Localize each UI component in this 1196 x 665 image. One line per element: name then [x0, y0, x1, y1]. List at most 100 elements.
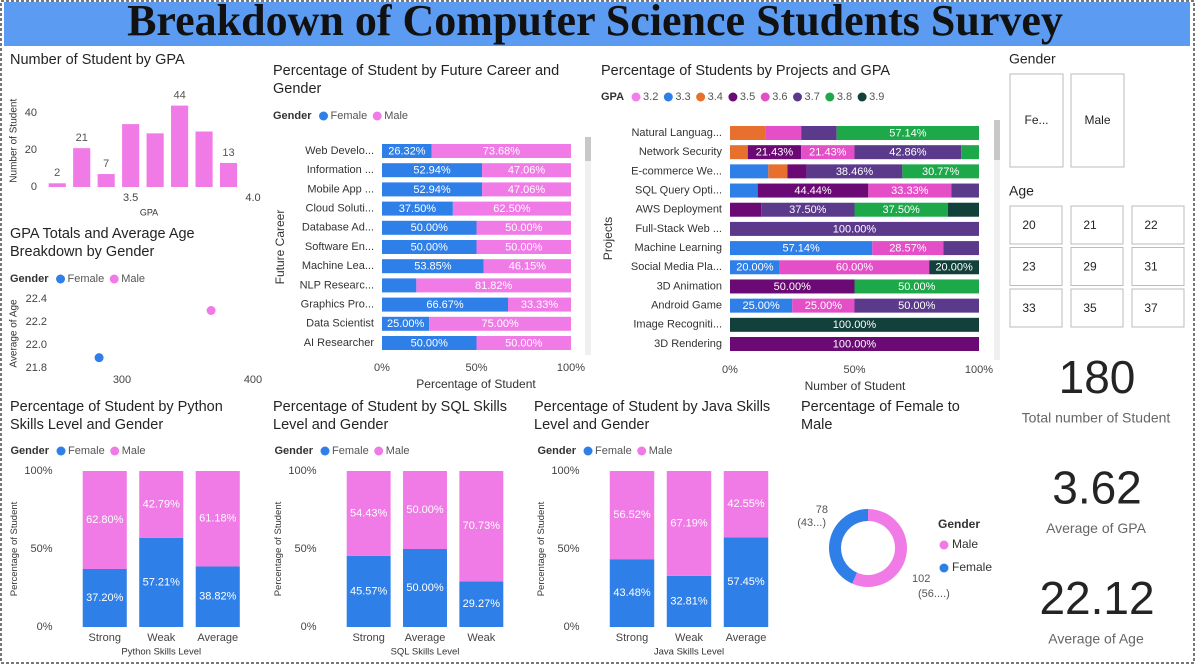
- data-label: 42.86%: [889, 147, 927, 159]
- bar-segment: [483, 259, 571, 274]
- slicer-button[interactable]: [1131, 205, 1185, 245]
- y-tick-label: 0%: [564, 621, 580, 633]
- y-tick-label: Natural Languag...: [631, 127, 722, 139]
- legend-label[interactable]: Female: [331, 110, 368, 122]
- bar-segment: [459, 581, 504, 627]
- chart-title: Percentage of Student by SQL Skills Leve…: [273, 399, 508, 433]
- bar-segment: [730, 202, 762, 217]
- bar-segment: [747, 145, 802, 160]
- data-label: 33.33%: [891, 185, 929, 197]
- bar-segment: [801, 145, 855, 160]
- data-label: 50.00%: [411, 337, 449, 349]
- slicer-button[interactable]: [1070, 288, 1124, 328]
- bar: [146, 133, 164, 187]
- x-tick-label: 50%: [843, 364, 865, 376]
- chart-title: GPA Totals and Average Age Breakdown by …: [10, 226, 195, 260]
- y-tick-label: 22.2: [26, 316, 47, 328]
- slicer-item[interactable]: 37: [1144, 301, 1158, 315]
- slicer-button[interactable]: [1131, 247, 1185, 286]
- data-label: 57.14%: [782, 242, 820, 254]
- slicer-item[interactable]: 29: [1083, 260, 1097, 274]
- data-label: 100.00%: [833, 223, 877, 235]
- data-label: 25.00%: [805, 300, 843, 312]
- scrollbar-thumb[interactable]: [994, 120, 1000, 160]
- bar-segment: [609, 471, 655, 560]
- slicer-button[interactable]: [1070, 247, 1124, 286]
- x-tick-label: 0%: [374, 362, 390, 374]
- slicer-item[interactable]: 21: [1083, 218, 1097, 232]
- x-tick-label: 3.5: [123, 192, 138, 204]
- y-tick-label: Android Game: [651, 300, 722, 312]
- legend-label[interactable]: 3.5: [740, 91, 755, 103]
- bar-segment: [757, 183, 869, 198]
- chart-title: Percentage of Students by Projects and G…: [601, 63, 891, 79]
- legend-title: Gender: [938, 517, 980, 531]
- x-tick-label: Average: [405, 632, 446, 644]
- chart-title: Percentage of Student by Python Skills L…: [10, 399, 223, 433]
- data-label: 75.00%: [481, 318, 519, 330]
- legend-title: Gender: [538, 445, 577, 457]
- legend-label[interactable]: Male: [384, 110, 408, 122]
- card-label: Average of Age: [1048, 631, 1144, 647]
- y-axis-title: Projects: [601, 217, 615, 260]
- slicer-item[interactable]: 35: [1083, 301, 1097, 315]
- data-label: 42.55%: [727, 498, 765, 510]
- legend-label[interactable]: 3.2: [643, 91, 658, 103]
- bar: [48, 183, 66, 187]
- chart-title: Percentage of Female to Male: [801, 399, 960, 433]
- legend-label[interactable]: Male: [122, 445, 146, 457]
- legend-label[interactable]: Female: [68, 273, 105, 285]
- slicer-button[interactable]: [1070, 205, 1124, 245]
- chart-title: Percentage of Student by Java Skills Lev…: [534, 399, 771, 433]
- data-label: 50.00%: [774, 281, 812, 293]
- y-tick-label: 50%: [294, 543, 316, 555]
- data-label: 46.15%: [509, 261, 547, 273]
- slicer-button[interactable]: [1009, 73, 1064, 168]
- scatter-point: [94, 353, 104, 363]
- legend-label[interactable]: Female: [68, 445, 105, 457]
- legend-label[interactable]: Female: [332, 445, 369, 457]
- data-label: 37.50%: [789, 204, 827, 216]
- scrollbar-thumb[interactable]: [585, 137, 591, 161]
- data-label: 62.50%: [493, 203, 531, 215]
- bar-segment: [382, 278, 417, 293]
- slicer-button[interactable]: [1131, 288, 1185, 328]
- legend-label[interactable]: Male: [952, 537, 978, 551]
- slicer-item[interactable]: 23: [1022, 260, 1036, 274]
- data-label: 7: [103, 158, 109, 170]
- bar-segment: [508, 297, 571, 312]
- slicer-item[interactable]: 22: [1144, 218, 1158, 232]
- data-label: 30.77%: [922, 166, 960, 178]
- slicer-button[interactable]: [1009, 205, 1063, 245]
- legend-label[interactable]: Male: [649, 445, 673, 457]
- bar: [73, 148, 91, 187]
- legend-label[interactable]: Male: [121, 273, 145, 285]
- slicer-item[interactable]: 31: [1144, 260, 1158, 274]
- legend-label[interactable]: 3.8: [837, 91, 852, 103]
- legend-marker: [760, 92, 770, 102]
- legend-label[interactable]: 3.7: [805, 91, 820, 103]
- bar-segment: [382, 201, 453, 216]
- legend-label[interactable]: 3.3: [675, 91, 690, 103]
- bar-segment: [792, 298, 855, 313]
- legend-label[interactable]: 3.9: [869, 91, 884, 103]
- legend-label[interactable]: 3.4: [708, 91, 723, 103]
- scrollbar-track[interactable]: [585, 137, 591, 355]
- slicer-button[interactable]: [1009, 247, 1063, 286]
- slicer-item[interactable]: 33: [1022, 301, 1036, 315]
- data-label: (56....): [918, 588, 950, 600]
- slicer-item[interactable]: Fe...: [1024, 113, 1048, 127]
- legend-label[interactable]: Female: [952, 560, 992, 574]
- legend-marker: [583, 446, 593, 456]
- legend-label[interactable]: Female: [595, 445, 632, 457]
- slicer-button[interactable]: [1009, 288, 1063, 328]
- bar-segment: [730, 183, 758, 198]
- scrollbar-track[interactable]: [994, 120, 1000, 360]
- bar-segment: [382, 163, 483, 178]
- x-tick-label: 50%: [465, 362, 487, 374]
- slicer-item[interactable]: Male: [1084, 113, 1110, 127]
- legend-label[interactable]: 3.6: [772, 91, 787, 103]
- slicer-button[interactable]: [1070, 73, 1125, 168]
- legend-label[interactable]: Male: [386, 445, 410, 457]
- slicer-item[interactable]: 20: [1022, 218, 1036, 232]
